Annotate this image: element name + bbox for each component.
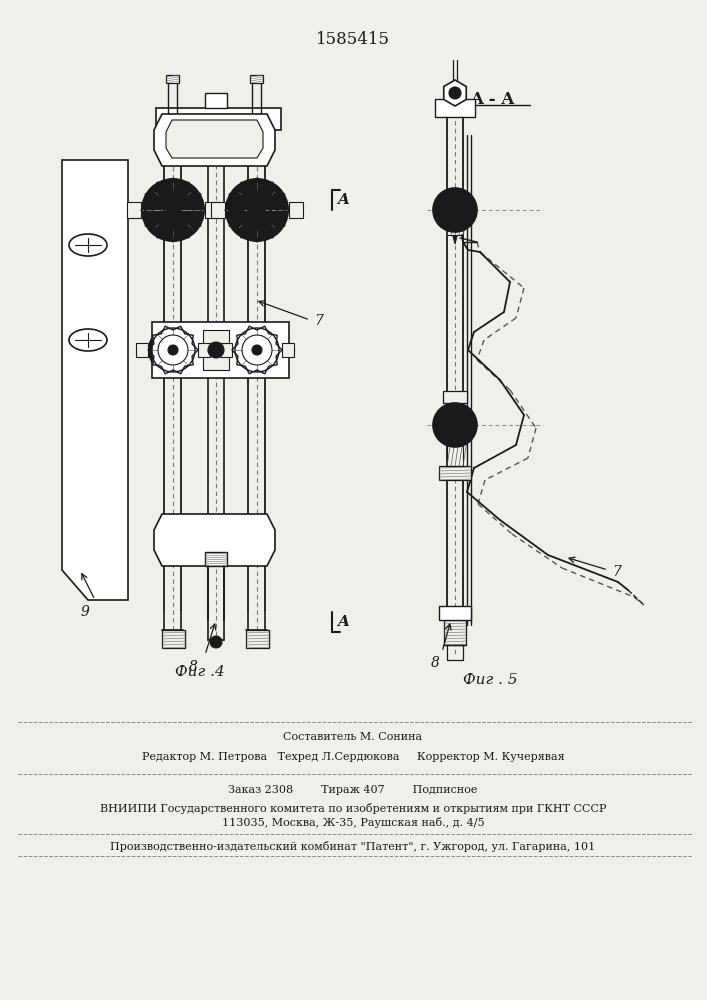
Polygon shape [444,80,466,106]
Bar [444,620,466,645]
Bar [435,99,475,117]
Circle shape [166,203,180,217]
Circle shape [232,325,282,375]
Circle shape [449,87,461,99]
Circle shape [208,342,224,358]
Text: Производственно-издательский комбинат "Патент", г. Ужгород, ул. Гагарина, 101: Производственно-издательский комбинат "П… [110,840,595,852]
Bar [198,343,210,357]
Bar [156,108,281,130]
Bar [220,343,232,357]
Bar [205,552,227,566]
Polygon shape [62,160,128,600]
Bar [439,606,471,620]
Bar [443,391,467,403]
Bar [282,343,294,357]
Circle shape [141,178,205,242]
Text: Составитель М. Сонина: Составитель М. Сонина [284,732,423,742]
Polygon shape [166,120,263,158]
Text: Фиг . 5: Фиг . 5 [462,673,518,687]
Bar [162,630,185,648]
Text: A - A: A - A [470,92,515,108]
Circle shape [250,203,264,217]
Text: 8: 8 [189,660,197,674]
Text: 1585415: 1585415 [316,31,390,48]
Text: 7: 7 [314,314,323,328]
Text: ВНИИПИ Государственного комитета по изобретениям и открытиям при ГКНТ СССР: ВНИИПИ Государственного комитета по изоб… [100,802,606,814]
Bar [136,343,148,357]
Text: 113035, Москва, Ж-35, Раушская наб., д. 4/5: 113035, Москва, Ж-35, Раушская наб., д. … [222,818,484,828]
Circle shape [449,419,461,431]
Bar [289,202,303,218]
Circle shape [252,345,262,355]
Polygon shape [452,232,458,244]
Circle shape [210,636,222,648]
Bar [203,330,229,370]
Circle shape [433,188,477,232]
Bar [246,630,269,648]
Text: 8: 8 [431,656,440,670]
Circle shape [433,403,477,447]
Circle shape [449,204,461,216]
Circle shape [453,208,457,212]
Bar [166,75,179,83]
Bar [205,202,219,218]
Text: 7: 7 [612,565,621,579]
Bar [211,202,225,218]
Bar [205,93,227,108]
Circle shape [214,348,218,353]
Text: A: A [337,615,349,629]
Text: Заказ 2308        Тираж 407        Подписное: Заказ 2308 Тираж 407 Подписное [228,785,478,795]
Text: A: A [337,193,349,207]
Bar [439,466,471,480]
Text: 9: 9 [81,605,90,619]
Polygon shape [154,514,275,566]
Text: Редактор М. Петрова   Техред Л.Сердюкова     Корректор М. Кучерявая: Редактор М. Петрова Техред Л.Сердюкова К… [141,752,564,762]
Bar [250,75,263,83]
Text: Фиг .4: Фиг .4 [175,665,225,679]
Bar [447,215,463,235]
Bar [152,322,289,378]
Bar [447,428,463,466]
Circle shape [225,178,289,242]
Polygon shape [154,114,275,166]
Circle shape [168,345,178,355]
Circle shape [148,325,198,375]
Circle shape [453,423,457,427]
Bar [127,202,141,218]
